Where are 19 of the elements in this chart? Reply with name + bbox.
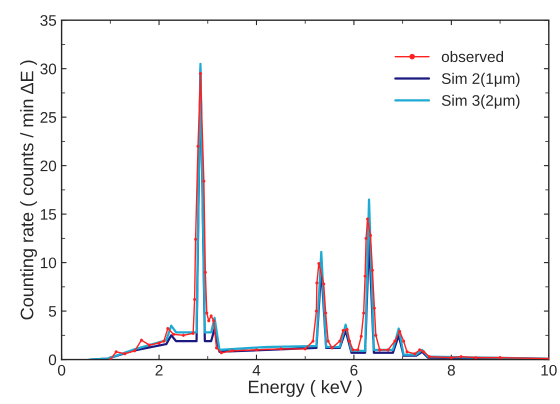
x-axis-title: Energy ( keV ) [248,380,362,397]
legend-label: Sim 2(1μm) [442,72,520,88]
legend-label: Sim 3(2μm) [442,94,520,109]
legend-label: observed [442,50,504,62]
y-tick-label: 0 [48,354,56,366]
y-tick-label: 25 [40,112,56,123]
y-tick-label: 15 [40,209,56,220]
y-tick-label: 5 [48,306,56,317]
x-tick-label: 0 [58,364,66,376]
x-tick-label: 6 [350,364,358,376]
x-tick-label: 8 [448,364,455,376]
y-tick-label: 20 [40,160,56,172]
y-tick-label: 10 [40,257,56,268]
x-tick-label: 4 [252,364,260,376]
y-tick-label: 30 [40,64,56,74]
x-tick-label: 10 [541,364,557,376]
y-tick-label: 35 [40,15,56,26]
y-axis-title: Counting rate ( counts / min ΔE ) [20,60,37,320]
x-tick-label: 2 [156,364,163,376]
